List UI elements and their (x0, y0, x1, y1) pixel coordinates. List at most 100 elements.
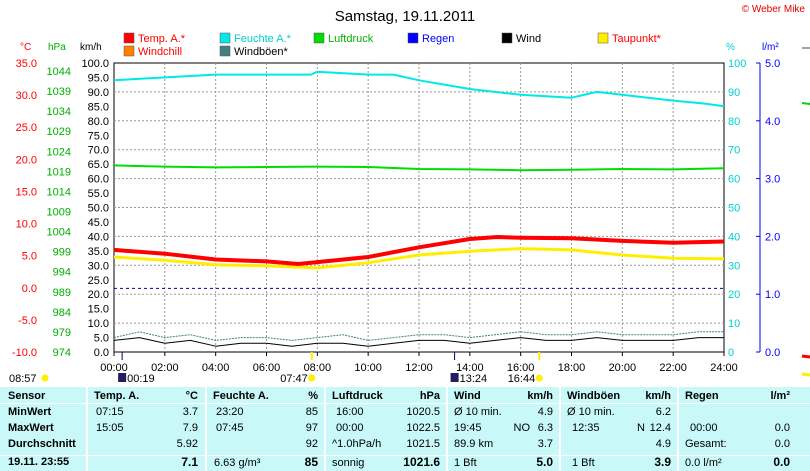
wind-tick-label: 55.0 (88, 188, 109, 200)
rain-tick-label: 0.0 (765, 347, 780, 359)
rain-tick-label: 5.0 (765, 58, 780, 70)
wind-tick-label: 40.0 (88, 231, 109, 243)
chart-grid (114, 63, 724, 352)
sun-icon (308, 374, 316, 382)
gusts-series (113, 331, 724, 341)
rain-current-value: 0.0 (773, 455, 790, 469)
humidity-series (113, 70, 725, 108)
humidity-tick-label: 40 (728, 231, 740, 243)
legend-swatch (123, 32, 135, 44)
temp-tick-label: -10.0 (12, 347, 37, 359)
wind-tick-label: 20.0 (88, 289, 109, 301)
legend-label: Regen (422, 33, 454, 45)
x-tick-label: 16:00 (507, 362, 535, 374)
pressure-tick-label: 1039 (47, 86, 71, 98)
humidity-tick-label: 60 (728, 174, 740, 186)
legend-label: Temp. A.* (138, 33, 186, 45)
pressure-tick-label: 1034 (47, 106, 71, 118)
pressure-tick-label: 1014 (47, 186, 71, 198)
wind-tick-label: 0.0 (94, 347, 109, 359)
humidity-header: Feuchte A. (213, 390, 269, 402)
x-tick-label: 02:00 (151, 362, 179, 374)
x-tick-label: 22:00 (659, 362, 687, 374)
wind-header: Wind (454, 390, 481, 402)
copyright-label: © Weber Mike (742, 4, 806, 15)
dewpoint-series (113, 247, 725, 270)
humidity-avg-value: 92 (305, 438, 318, 450)
pressure-tick-label: 989 (53, 287, 71, 299)
rain-current-label: 0.0 l/m² (685, 457, 722, 469)
wind-tick-label: 85.0 (88, 101, 109, 113)
wind-tick-label: 80.0 (88, 116, 109, 128)
wind-max-value: 6.3 (537, 422, 553, 434)
legend-swatch (313, 32, 325, 44)
pressure-tick-label: 979 (53, 327, 71, 339)
wind-tick-label: 15.0 (88, 304, 109, 316)
column-divider (86, 387, 88, 471)
humidity-tick-label: 0 (728, 347, 734, 359)
statistics-table: Sensor MinWert MaxWert Durchschnitt 19.1… (0, 387, 810, 471)
sun-icon (41, 374, 49, 382)
legend-swatch (407, 32, 419, 44)
axis-unit-labels: °C hPa km/h % l/m² (20, 42, 779, 53)
pressure-tick-label: 1009 (47, 207, 71, 219)
column-divider (324, 387, 326, 471)
x-tick-label: 08:00 (304, 362, 332, 374)
wind-tick-label: 25.0 (88, 275, 109, 287)
moon-icon (118, 373, 127, 382)
wind-tick-label: 70.0 (88, 145, 109, 157)
legend-swatch (123, 45, 135, 57)
gusts-max-value: 12.4 (649, 422, 671, 434)
pressure-tick-label: 974 (53, 347, 71, 359)
temp-avg-value: 5.92 (176, 438, 198, 450)
wind-tick-label: 90.0 (88, 87, 109, 99)
humidity-unit: % (308, 390, 318, 402)
x-tick-label: 20:00 (609, 362, 637, 374)
humidity-tick-label: 50 (728, 203, 740, 215)
legend-label: Windchill (138, 46, 182, 58)
rain-header: Regen (685, 390, 719, 402)
wind-tick-label: 5.0 (94, 333, 109, 345)
pressure-max-time: 00:00 (336, 422, 364, 434)
humidity-tick-label: 70 (728, 145, 740, 157)
rain-unit-label: l/m² (762, 42, 779, 53)
humidity-tick-label: 10 (728, 318, 740, 330)
x-tick-label: 10:00 (354, 362, 382, 374)
humidity-tick-label: 80 (728, 116, 740, 128)
wind-tick-label: 95.0 (88, 72, 109, 84)
humidity-absolute-value: 6.63 g/m³ (214, 457, 261, 469)
row-label-max: MaxWert (8, 422, 54, 434)
x-tick-label: 24:00 (710, 362, 738, 374)
x-tick-label: 06:00 (253, 362, 281, 374)
legend-label: Luftdruck (328, 33, 374, 45)
gusts-max-direction: N (637, 422, 645, 434)
rain-total-label: Gesamt: (685, 438, 727, 450)
temp-tick-label: 15.0 (16, 186, 37, 198)
wind-unit: km/h (527, 390, 553, 402)
legend-swatch (501, 32, 513, 44)
gusts-max-time: 12:35 (572, 422, 600, 434)
column-divider (446, 387, 448, 471)
moonrise-time-label: 00:19 (127, 373, 155, 385)
temp-max-time: 15:05 (96, 422, 124, 434)
wind-max-direction: NO (513, 422, 531, 434)
wind-avg10-value: 4.9 (537, 406, 553, 418)
row-label-avg: Durchschnitt (8, 438, 76, 450)
humidity-tick-label: 20 (728, 289, 740, 301)
pressure-tick-label: 1019 (47, 166, 71, 178)
row-label-sensor: Sensor (8, 390, 46, 402)
pressure-trend-label: ^1.0hPa/h (332, 438, 382, 450)
legend-swatch (597, 32, 609, 44)
wind-avg10-label: Ø 10 min. (454, 406, 502, 418)
temp-tick-label: 35.0 (16, 58, 37, 70)
x-tick-label: 00:00 (100, 362, 128, 374)
row-label-min: MinWert (8, 406, 52, 418)
legend-label: Wind (516, 33, 541, 45)
legend-swatch (219, 45, 231, 57)
temp-header: Temp. A. (94, 390, 140, 402)
gusts-beaufort-label: 1 Bft (572, 457, 595, 469)
sun-moon-markers: 08:57 00:19 07:47 13:24 16:44 (9, 352, 543, 385)
humidity-current-value: 85 (304, 455, 318, 469)
chart-series (113, 70, 725, 347)
sunrise-time-label: 07:47 (280, 373, 308, 385)
